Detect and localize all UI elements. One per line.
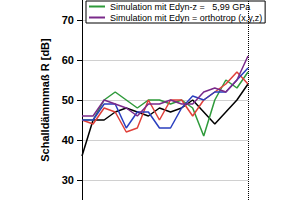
svg-text:70: 70 <box>62 14 74 26</box>
svg-text:30: 30 <box>62 174 74 186</box>
svg-text:Simulation mit Edyn-z = 5,99: Simulation mit Edyn-z = 5,99 GPa <box>110 2 250 12</box>
svg-text:60: 60 <box>62 54 74 66</box>
svg-text:Schalldämmmaß R [dB]: Schalldämmmaß R [dB] <box>39 38 51 162</box>
svg-text:Simulation mit Edyn = orthotro: Simulation mit Edyn = orthotrop (x,y,z) <box>110 13 262 23</box>
svg-text:50: 50 <box>62 94 74 106</box>
svg-text:40: 40 <box>62 134 74 146</box>
